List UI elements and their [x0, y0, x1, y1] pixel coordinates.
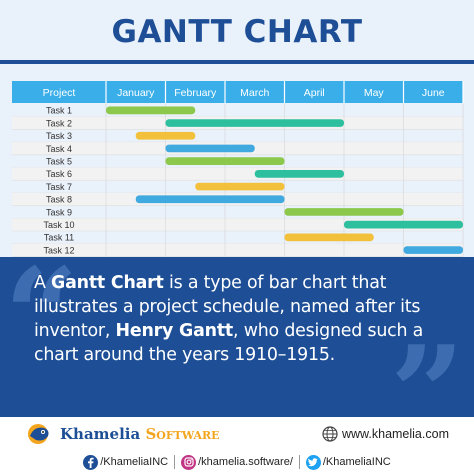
quote-part-1: A: [34, 273, 52, 293]
quote-inventor: Henry Gantt: [115, 321, 234, 341]
gantt-chart-panel: Project January February March April May June T…: [0, 71, 474, 257]
gantt-header-label: Project: [43, 87, 76, 99]
task-bar: [344, 220, 463, 229]
task-label: Task 7: [46, 182, 72, 192]
twitter-icon: [305, 454, 321, 470]
brand-name-main: Khamelia: [60, 425, 141, 443]
definition-text: A Gantt Chart is a type of bar chart tha…: [34, 271, 464, 367]
chameleon-logo-icon: [28, 424, 49, 444]
gantt-header-bar: [12, 81, 463, 103]
instagram-icon: [181, 454, 197, 470]
close-quote-icon: ”: [390, 317, 465, 418]
brand[interactable]: Khamelia Software: [26, 422, 220, 446]
globe-icon: [322, 426, 338, 442]
gantt-chart: Project January February March April May June T…: [12, 81, 464, 257]
website-url: www.khamelia.com: [342, 427, 449, 441]
social-facebook[interactable]: /KhameliaINC: [83, 454, 169, 470]
page-title: GANTT CHART: [111, 14, 363, 50]
footer: Khamelia Software www.khamelia.com /Kham…: [0, 417, 474, 474]
quote-term: Gantt Chart: [51, 273, 164, 293]
task-label: Task 10: [43, 220, 74, 230]
task-label: Task 3: [46, 131, 72, 141]
task-bar: [165, 157, 285, 165]
row-stripe: [12, 243, 463, 257]
social-twitter[interactable]: /KhameliaINC: [305, 454, 391, 470]
month-label: March: [240, 87, 269, 99]
task-label: Task 2: [46, 118, 72, 128]
instagram-handle: /khamelia.software/: [198, 456, 293, 468]
task-bar: [165, 119, 344, 127]
facebook-icon: [83, 454, 99, 470]
open-quote-icon: “: [4, 257, 79, 392]
social-instagram[interactable]: /khamelia.software/: [181, 454, 293, 470]
row-stripe: [12, 167, 463, 181]
facebook-handle: /KhameliaINC: [100, 456, 169, 468]
task-bar: [195, 182, 285, 191]
task-bar: [135, 195, 285, 204]
task-bar: [284, 233, 374, 242]
task-bar: [403, 246, 463, 254]
task-label: Task 12: [43, 245, 74, 255]
brand-name: Khamelia Software: [60, 425, 220, 443]
task-bar: [106, 106, 196, 115]
brand-name-accent: Software: [145, 425, 220, 443]
month-label: May: [364, 87, 385, 99]
top-section: GANTT CHART Project January February March A…: [0, 0, 474, 257]
quote-part-3: , who designed such a chart around the y…: [34, 321, 424, 365]
quote-part-2: is a type of bar chart that illustrates …: [34, 273, 421, 341]
twitter-handle: /KhameliaINC: [322, 456, 391, 468]
social-links: /KhameliaINC /khamelia.software/ /Khamel…: [0, 453, 474, 471]
task-bar: [165, 144, 255, 153]
social-divider: [298, 455, 300, 469]
task-label: Task 8: [46, 195, 72, 205]
website-link[interactable]: www.khamelia.com: [322, 426, 449, 442]
task-label: Task 6: [46, 169, 72, 179]
task-label: Task 4: [46, 144, 72, 154]
month-label: June: [422, 87, 445, 99]
task-bar: [254, 170, 344, 178]
month-label: February: [174, 87, 217, 99]
month-label: April: [304, 87, 325, 99]
task-label: Task 11: [44, 233, 74, 243]
task-label: Task 1: [46, 106, 72, 116]
task-label: Task 9: [46, 207, 72, 217]
social-divider: [174, 455, 176, 469]
definition-section: “ ” A Gantt Chart is a type of bar chart…: [0, 257, 474, 417]
task-bar: [284, 208, 404, 216]
task-bar: [135, 131, 196, 140]
month-label: January: [117, 87, 155, 99]
task-label: Task 5: [46, 157, 72, 167]
title-divider: [0, 60, 474, 64]
